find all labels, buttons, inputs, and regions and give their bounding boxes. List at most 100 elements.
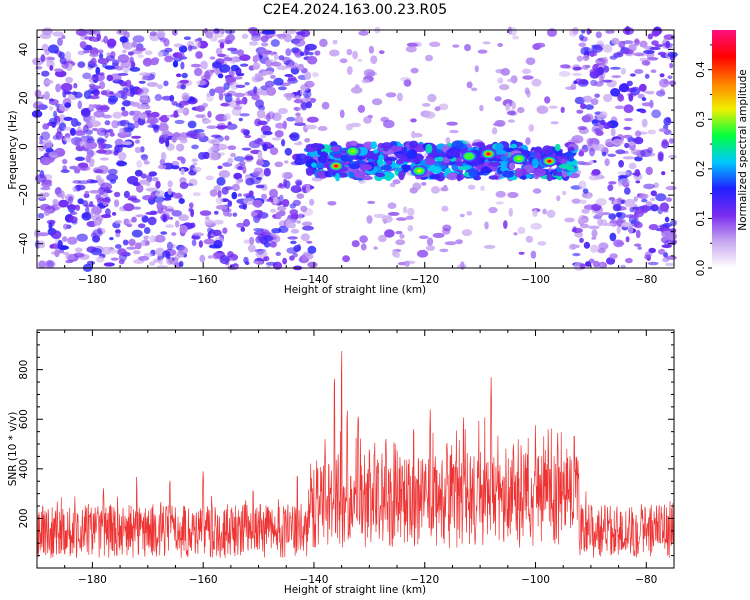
heatmap-cell (507, 191, 519, 199)
heatmap-cell (117, 72, 129, 76)
heatmap-cell (384, 174, 392, 181)
heatmap-cell (244, 155, 254, 161)
colorbar-axis: 0.0 0.1 0.2 0.3 0.4 (695, 44, 712, 276)
heatmap-cell (131, 229, 143, 238)
heatmap-cell (350, 86, 363, 94)
heatmap-cell (43, 192, 50, 198)
heatmap-cell (138, 80, 146, 84)
heatmap-cell (123, 203, 135, 212)
heatmap-cell (275, 211, 282, 220)
heatmap-cell (134, 242, 142, 250)
heatmap-cell (503, 147, 515, 153)
heatmap-cell (668, 154, 677, 159)
heatmap-cell (238, 117, 243, 122)
heatmap-cell (294, 49, 303, 58)
heatmap-cell (192, 162, 198, 166)
heatmap-cell (192, 192, 201, 197)
heatmap-cell (395, 167, 403, 172)
heatmap-cell (180, 84, 187, 90)
heatmap-cell (621, 222, 631, 228)
heatmap-cell (130, 110, 142, 116)
heatmap-cell (314, 50, 321, 56)
heatmap-cell (632, 206, 640, 210)
heatmap-cell (123, 190, 130, 199)
heatmap-cell (435, 171, 446, 182)
heatmap-cell (266, 86, 277, 96)
heatmap-cell (226, 123, 238, 130)
heatmap-cell (233, 156, 246, 162)
heatmap-cell (301, 221, 313, 227)
heatmap-cell (405, 45, 417, 53)
heatmap-cell (99, 52, 104, 60)
heatmap-cell (619, 178, 630, 186)
heatmap-cell (615, 212, 623, 218)
heatmap-cell (233, 172, 243, 180)
heatmap-cell (109, 237, 114, 241)
heatmap-cell (589, 244, 599, 253)
heatmap-cell (288, 134, 298, 139)
heatmap-cell (146, 82, 159, 87)
heatmap-cell (104, 130, 109, 139)
colorbar-tick-label: 0.2 (695, 160, 707, 177)
heatmap-cell (611, 37, 620, 45)
heatmap-cell (390, 145, 401, 152)
heatmap-cell (371, 98, 383, 106)
heatmap-cell (190, 63, 202, 68)
heatmap-cell (300, 101, 308, 111)
heatmap-cell (243, 197, 255, 205)
heatmap-cell (205, 31, 214, 39)
heatmap-cell (333, 153, 343, 159)
heatmap-cell (215, 196, 224, 205)
heatmap-cell (276, 205, 287, 212)
heatmap-cell (622, 156, 635, 160)
heatmap-cell (96, 255, 105, 263)
heatmap-cell (285, 48, 292, 56)
heatmap-cell (176, 73, 182, 78)
heatmap-cell (102, 114, 112, 119)
heatmap-cell (147, 216, 157, 226)
heatmap-cell (387, 202, 397, 209)
heatmap-cell (560, 64, 571, 69)
heatmap-cell (217, 53, 226, 57)
heatmap-cell (178, 198, 185, 204)
heatmap-cell (273, 52, 279, 61)
x-tick-label: −140 (300, 574, 329, 586)
heatmap-cell (608, 213, 617, 220)
heatmap-cell (618, 160, 624, 168)
heatmap-cell (401, 147, 407, 156)
x-tick-label: −80 (635, 274, 657, 286)
heatmap-cell (259, 48, 271, 57)
heatmap-cell (405, 215, 414, 220)
heatmap-cell (135, 214, 145, 218)
heatmap-cell (572, 252, 581, 257)
y-tick-label: 400 (18, 459, 30, 479)
heatmap-cell (41, 27, 53, 36)
heatmap-cell (564, 151, 575, 158)
heatmap-cell (133, 120, 140, 129)
heatmap-cell (546, 173, 553, 182)
heatmap-cell (60, 82, 73, 92)
heatmap-cell (526, 89, 531, 98)
heatmap-cell (126, 219, 133, 225)
heatmap-cell (659, 88, 665, 95)
heatmap-cell (470, 87, 478, 92)
heatmap-cell (180, 168, 185, 176)
heatmap-cell (567, 157, 575, 162)
heatmap-cell (609, 232, 617, 242)
heatmap-cell (307, 245, 317, 254)
heatmap-cell (171, 165, 180, 170)
heatmap-cell (119, 127, 125, 135)
heatmap-cell (409, 140, 419, 148)
heatmap-cell (240, 63, 249, 67)
heatmap-cell (304, 80, 315, 88)
heatmap-cell (443, 184, 448, 191)
heatmap-cell (667, 75, 673, 79)
heatmap-cell (605, 30, 615, 34)
heatmap-cell (287, 236, 298, 240)
heatmap-cell (111, 120, 120, 129)
colorbar-tick-label: 0.3 (695, 111, 707, 128)
heatmap-cell (179, 79, 189, 84)
heatmap-cell (62, 136, 73, 143)
heatmap-cell (73, 82, 78, 89)
heatmap-cell (662, 42, 674, 48)
